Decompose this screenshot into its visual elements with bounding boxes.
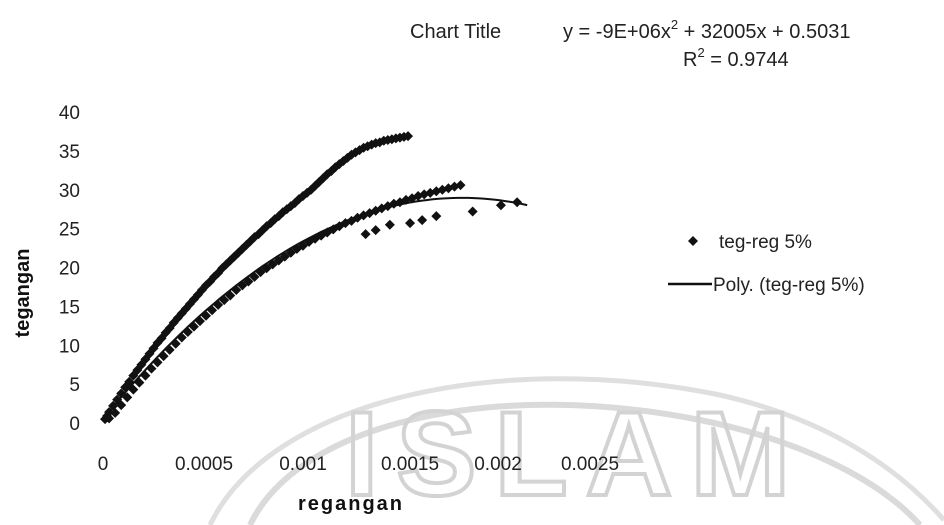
legend-diamond-marker: [688, 236, 698, 246]
data-point: [176, 332, 187, 343]
data-point: [360, 229, 371, 240]
y-axis-label: tegangan: [12, 249, 34, 338]
x-tick-label: 0.0005: [175, 454, 233, 475]
data-point: [158, 351, 169, 362]
data-point: [455, 180, 466, 191]
data-point: [467, 206, 478, 217]
data-point: [219, 295, 230, 306]
x-tick-labels: 0 0.0005 0.001 0.0015 0.002 0.0025: [98, 454, 619, 475]
data-point: [104, 407, 115, 418]
watermark-seal: ISLAM: [207, 376, 944, 525]
y-tick-labels: 0 5 10 15 20 25 30 35 40: [59, 103, 80, 435]
y-tick-label: 15: [59, 297, 80, 318]
data-point: [249, 271, 260, 282]
data-point: [231, 285, 242, 296]
data-point: [512, 197, 523, 208]
legend-trendline-label: Poly. (teg-reg 5%): [713, 275, 865, 296]
data-point: [146, 363, 157, 374]
data-point: [225, 290, 236, 301]
data-point: [140, 370, 151, 381]
data-point: [110, 407, 121, 418]
equation-exponent: 2: [671, 17, 678, 32]
x-tick-label: 0.0015: [381, 454, 439, 475]
x-axis-label: regangan: [298, 493, 404, 515]
data-point: [188, 321, 199, 332]
trendline-equation: y = -9E+06x2 + 32005x + 0.5031: [563, 17, 850, 43]
x-tick-label: 0.002: [474, 454, 522, 475]
chart-title: Chart Title: [410, 21, 501, 43]
data-point: [405, 218, 416, 229]
data-point: [403, 131, 414, 142]
legend: teg-reg 5% Poly. (teg-reg 5%): [668, 232, 865, 296]
x-tick-label: 0.001: [279, 454, 327, 475]
data-point: [170, 338, 181, 349]
y-tick-label: 5: [69, 375, 80, 396]
data-point: [134, 377, 145, 388]
y-tick-label: 10: [59, 336, 80, 357]
r-squared-value: = 0.9744: [705, 49, 789, 71]
data-point: [495, 200, 506, 211]
scatter-points: [100, 131, 523, 425]
data-point: [207, 305, 218, 316]
y-tick-label: 30: [59, 181, 80, 202]
data-point: [128, 384, 139, 395]
data-point: [122, 392, 133, 403]
data-point: [384, 219, 395, 230]
equation-part-1: y = -9E+06x: [563, 21, 671, 43]
legend-series-label: teg-reg 5%: [719, 232, 812, 253]
data-point: [194, 316, 205, 327]
data-point: [124, 376, 135, 387]
data-point: [182, 327, 193, 338]
data-point: [370, 225, 381, 236]
equation-part-2: + 32005x + 0.5031: [678, 21, 850, 43]
r-squared-symbol: R: [683, 49, 697, 71]
y-tick-label: 35: [59, 142, 80, 163]
data-point: [116, 400, 127, 411]
data-point: [152, 357, 163, 368]
r-squared-exponent: 2: [697, 45, 704, 60]
data-point: [104, 413, 115, 424]
y-tick-label: 40: [59, 103, 80, 124]
data-point: [243, 276, 254, 287]
y-tick-label: 20: [59, 259, 80, 280]
x-tick-label: 0: [98, 454, 109, 475]
data-point: [201, 310, 212, 321]
r-squared-label: R2 = 0.9744: [683, 45, 789, 71]
data-point: [417, 215, 428, 226]
svg-text:ISLAM: ISLAM: [345, 387, 808, 521]
data-point: [213, 299, 224, 310]
x-tick-label: 0.0025: [561, 454, 619, 475]
data-point: [431, 211, 442, 222]
y-tick-label: 25: [59, 220, 80, 241]
y-tick-label: 0: [69, 414, 80, 435]
data-point: [164, 344, 175, 355]
